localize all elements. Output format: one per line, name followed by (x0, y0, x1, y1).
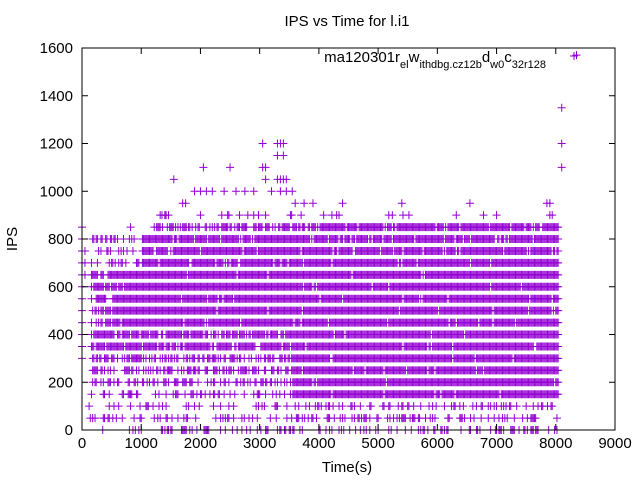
scatter-point (340, 414, 349, 423)
scatter-point (224, 211, 233, 220)
scatter-point (510, 414, 519, 423)
scatter-point (118, 414, 127, 423)
scatter-points (78, 51, 581, 434)
scatter-point (106, 246, 115, 255)
scatter-point (85, 402, 94, 411)
scatter-point (335, 211, 344, 220)
scatter-point (101, 294, 110, 303)
scatter-point (121, 258, 130, 267)
scatter-point (388, 211, 397, 220)
scatter-point (272, 414, 281, 423)
scatter-point (356, 402, 365, 411)
scatter-point (130, 235, 139, 243)
scatter-point (114, 378, 123, 387)
scatter-point (133, 390, 142, 399)
scatter-point (224, 378, 233, 387)
scatter-point (195, 402, 204, 411)
scatter-point (240, 390, 249, 399)
scatter-point (338, 402, 347, 411)
scatter-point (385, 402, 394, 411)
scatter-point (253, 414, 262, 423)
scatter-point (91, 414, 100, 423)
scatter-point (209, 402, 218, 411)
scatter-point (440, 402, 449, 411)
scatter-point (229, 414, 238, 423)
scatter-point (287, 211, 296, 220)
scatter-point (87, 390, 96, 399)
scatter-point (374, 414, 383, 423)
scatter-point (154, 390, 163, 399)
scatter-point (297, 211, 306, 220)
scatter-point (430, 414, 439, 423)
scatter-point (235, 211, 244, 220)
scatter-point (492, 211, 501, 220)
scatter-point (312, 414, 321, 423)
scatter-point (93, 258, 102, 267)
scatter-point (452, 211, 461, 220)
scatter-point (242, 223, 251, 232)
scatter-point (319, 211, 328, 220)
scatter-point (432, 402, 441, 411)
scatter-point (367, 402, 376, 411)
scatter-point (294, 402, 303, 411)
scatter-point (273, 402, 282, 411)
scatter-point (479, 211, 488, 220)
scatter-point (196, 211, 205, 220)
scatter-point (260, 402, 269, 411)
scatter-point (512, 402, 521, 411)
scatter-point (230, 390, 239, 399)
scatter-point (261, 211, 270, 220)
scatter-point (173, 390, 182, 399)
scatter-point (216, 402, 225, 411)
scatter-point (470, 414, 479, 423)
scatter-point (229, 402, 238, 411)
scatter-point (109, 366, 118, 375)
scatter-point (128, 246, 137, 255)
scatter-point (162, 390, 171, 399)
scatter-point (416, 402, 425, 411)
scatter-point (194, 378, 203, 387)
scatter-point (137, 414, 146, 423)
scatter-point (409, 402, 418, 411)
scatter-point (404, 211, 413, 220)
scatter-point (477, 414, 486, 423)
scatter-point (114, 402, 123, 411)
scatter-point (365, 414, 374, 423)
scatter-point (126, 223, 135, 232)
chart-title: IPS vs Time for l.i1 (284, 13, 409, 30)
scatter-point (254, 211, 263, 220)
scatter-point (282, 402, 291, 411)
scatter-point (162, 402, 171, 411)
scatter-point (445, 414, 454, 423)
scatter-point (261, 390, 270, 399)
scatter-point (459, 402, 468, 411)
scatter-point (126, 402, 135, 411)
scatter-point (105, 390, 114, 399)
scatter-point (191, 414, 200, 423)
scatter-point (183, 414, 192, 423)
